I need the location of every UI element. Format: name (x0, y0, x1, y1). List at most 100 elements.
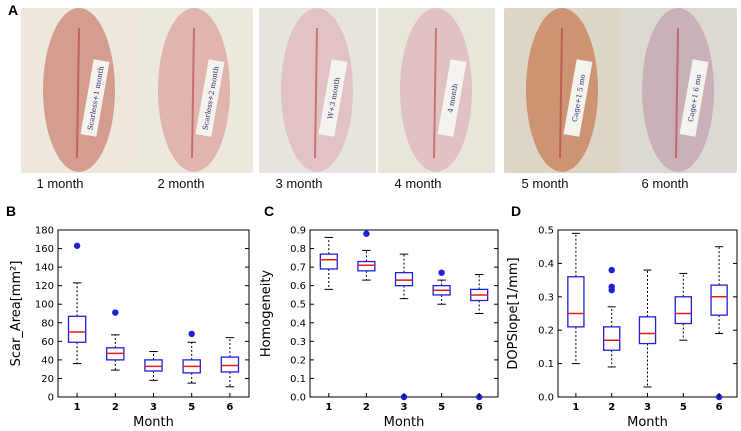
box-5 (674, 296, 693, 325)
wound-photo-2: Scarless+2 month (136, 8, 253, 173)
x-tick-label: 6 (226, 402, 233, 413)
outlier-point (363, 230, 370, 237)
chart-scar-area: 0 20 40 60 80 100 120 140 160 180 1 2 3 5 6 Month Scar_A… (2, 222, 252, 430)
x-tick-label: 6 (716, 402, 723, 413)
box-6 (220, 356, 240, 373)
tag-paper (679, 59, 709, 137)
wound-photo-image: Scarless+1 month (21, 8, 138, 173)
y-tick-label: 0.1 (538, 359, 554, 370)
x-tick-label: 2 (112, 402, 119, 413)
panel-label-d: D (511, 203, 522, 219)
y-tick-label: 60 (41, 337, 54, 348)
chart-b-svg: 0 20 40 60 80 100 120 140 160 180 1 2 3 5 6 Month Scar_A… (9, 226, 250, 430)
y-tick-label: 100 (35, 300, 54, 311)
outlier-point (608, 266, 615, 274)
tag-paper (563, 59, 593, 137)
outlier-point (188, 330, 195, 338)
box-3 (638, 316, 657, 345)
wound-photo-3: W+3 month (259, 8, 376, 173)
x-tick-label: 6 (476, 402, 483, 413)
y-tick-label: 0.0 (290, 393, 306, 404)
y-axis-label: Scar_Area[mm²] (9, 261, 24, 367)
box-3 (394, 272, 414, 287)
y-tick-label: 0.2 (290, 355, 306, 366)
tag-paper (318, 59, 348, 137)
wound-photo-image: Cage+1 5 mo (504, 8, 621, 173)
chart-homogeneity: 0.0 0.1 0.2 0.3 0.4 0.5 0.6 0.7 0.8 0.9 1 2 3 5 6 Month… (258, 222, 503, 430)
y-tick-label: 40 (41, 355, 54, 366)
y-tick-label: 120 (35, 281, 54, 292)
x-tick-label: 2 (363, 402, 370, 413)
x-axis-label: Month (384, 415, 425, 430)
y-tick-label: 140 (35, 263, 54, 274)
box-1 (67, 315, 87, 343)
box-3 (144, 359, 163, 372)
x-tick-label: 5 (680, 402, 687, 413)
outlier-point (608, 283, 615, 290)
x-tick-label: 3 (644, 402, 651, 413)
wound-photo-image: 4 month (378, 8, 495, 173)
box-1 (319, 253, 338, 270)
wound-photo-5: Cage+1 5 mo (504, 8, 621, 173)
x-tick-label: 2 (608, 402, 615, 413)
chart-d-svg: 0.0 0.1 0.2 0.3 0.4 0.5 1 2 3 5 6 Month DOPSlope[1/m… (506, 226, 738, 430)
scar-line (433, 27, 437, 159)
y-tick-label: 0.9 (290, 226, 306, 237)
y-tick-label: 0.6 (290, 281, 306, 292)
scar-line (559, 27, 563, 159)
x-tick-label: 1 (325, 402, 332, 413)
tag-paper (195, 59, 225, 137)
box-1 (567, 276, 585, 328)
y-tick-label: 0.0 (538, 393, 554, 404)
specimen-tag: W+3 month (318, 59, 348, 137)
scar-line (314, 27, 318, 159)
outlier-point (73, 242, 81, 249)
y-tick-label: 0.4 (538, 259, 554, 270)
y-axis-label: DOPSlope[1/mm] (506, 257, 521, 369)
x-axis-label: Month (627, 415, 668, 430)
x-tick-label: 5 (188, 402, 195, 413)
photo-caption: 2 month (157, 176, 205, 191)
y-tick-label: 80 (41, 318, 54, 329)
panel-label-b: B (6, 203, 17, 219)
x-axis-label: Month (133, 415, 174, 430)
y-tick-label: 0.4 (290, 318, 306, 329)
chart-dopslope: 0.0 0.1 0.2 0.3 0.4 0.5 1 2 3 5 6 Month DOPSlope[1/m… (503, 222, 741, 430)
box-6 (710, 284, 728, 316)
panel-label-a: A (8, 2, 19, 18)
y-tick-label: 0.8 (290, 244, 306, 255)
wound-photo-image: Cage+1 6 mo (620, 8, 737, 173)
x-tick-label: 1 (74, 402, 81, 413)
box-2 (357, 260, 376, 272)
y-tick-label: 0.5 (538, 226, 554, 237)
x-tick-label: 1 (572, 402, 579, 413)
scar-line (76, 27, 80, 159)
y-tick-label: 160 (35, 244, 54, 255)
x-tick-label: 3 (401, 402, 408, 413)
wound-photo-image: W+3 month (259, 8, 376, 173)
box-2 (602, 326, 621, 351)
wound-photo-image: Scarless+2 month (136, 8, 253, 173)
y-tick-label: 0.1 (290, 374, 306, 385)
specimen-tag: Cage+1 6 mo (679, 59, 709, 137)
photo-caption: 6 month (641, 176, 689, 191)
chart-c-svg: 0.0 0.1 0.2 0.3 0.4 0.5 0.6 0.7 0.8 0.9 1 2 3 5 6 Month… (259, 226, 499, 430)
y-tick-label: 20 (41, 374, 54, 385)
photo-caption: 3 month (275, 176, 323, 191)
x-tick-label: 3 (150, 402, 157, 413)
x-tick-label: 5 (438, 402, 445, 413)
tag-paper (80, 59, 110, 137)
photo-caption: 4 month (394, 176, 442, 191)
y-tick-label: 0.3 (290, 337, 306, 348)
y-tick-label: 180 (35, 226, 54, 237)
scar-line (675, 27, 679, 159)
y-tick-label: 0.2 (538, 326, 554, 337)
specimen-tag: 4 month (437, 59, 467, 137)
panel-label-c: C (264, 203, 275, 219)
tag-paper (437, 59, 467, 137)
y-axis-label: Homogeneity (259, 270, 274, 358)
wound-photo-6: Cage+1 6 mo (620, 8, 737, 173)
y-tick-label: 0.5 (290, 300, 306, 311)
y-tick-label: 0.7 (290, 263, 306, 274)
wound-photo-4: 4 month (378, 8, 495, 173)
